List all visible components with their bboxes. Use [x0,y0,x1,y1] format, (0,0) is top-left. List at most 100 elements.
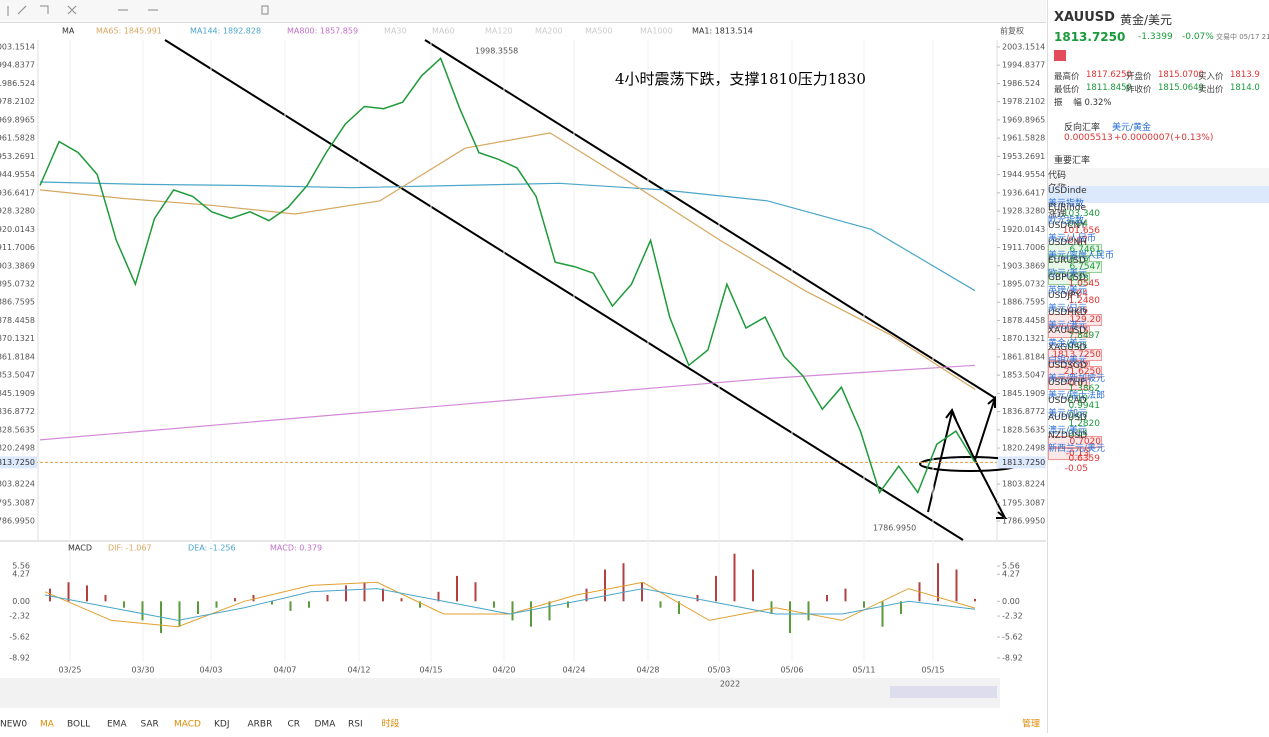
scrollbar[interactable] [0,678,1000,708]
indicator-tab[interactable]: MACD [174,720,201,730]
x-tick-label: 05/11 [852,666,875,675]
cell: 美元/日元 [1048,303,1088,314]
macd-bar [604,569,606,602]
macd-bar [86,585,88,602]
y-tick-label: 1969.8965 [1002,115,1045,124]
macd-bar [215,601,218,608]
macd-bar [900,601,902,615]
rate-row[interactable]: USDJPY 美元/日元 129.20 -0.15 [1048,291,1269,338]
cell: -0.01 [1048,378,1090,390]
cell: 美元/加元 [1048,408,1088,419]
macd-bar [974,598,976,602]
x-tick-label: 04/15 [419,666,442,675]
rate-row[interactable]: USDCNH 美元/离岸人民币 6.7547 0.23 [1048,238,1269,285]
rate-row[interactable]: USDinde 美元指数 103.340 0.04 [1048,185,1269,229]
macd-bar [123,601,125,608]
indicator-tab[interactable]: KDJ [214,720,230,730]
rate-row[interactable]: USDCHF 美元/瑞士法郎 0.9941 0.07 [1048,378,1269,421]
indicator-tab[interactable]: SAR [141,720,159,730]
macd-bar [49,588,51,602]
rate-row[interactable]: USDHKD 美元/港元 7.8497 0.01 [1048,308,1269,351]
rights-label[interactable]: 前复权 [1000,26,1024,36]
indicator-tab[interactable]: ARBR [248,720,273,730]
macd-bar [863,601,865,608]
stat: 最低价 [1054,85,1080,95]
dif-line [44,581,976,628]
channel-upper [424,39,996,399]
stat: 1814.0 [1230,83,1260,93]
y-tick-label: 1886.7595 [1002,298,1045,307]
stat: 1813.9 [1230,70,1260,80]
macd-tick-label: 0.00 [1002,597,1020,606]
cell: USDCAD [1048,395,1087,406]
cell: 1813.7250 [1048,348,1102,361]
legend-item: MA65: 1845.991 [96,27,162,36]
cell: 0.6359 [1068,453,1101,464]
change-pct: -0.07% [1182,32,1214,42]
header-cell: 涨跌 [1048,210,1067,220]
indicator-tab[interactable]: DMA [315,720,337,730]
y-tick-label: 1870.1321 [0,334,35,343]
y-tick-label: 1861.8184 [0,352,35,361]
low-label: 1786.9950 [873,524,916,533]
cell: 白银/美元 [1048,356,1088,366]
rate-row[interactable]: GBPUSD 英镑/美元 1.2480 -0.06 [1048,273,1269,316]
macd-legend: DIF: -1.067 [108,544,152,553]
rate-row[interactable]: XAGUSD 白银/美元 21.6250 -0.01 [1048,343,1269,390]
indicator-tab[interactable]: 时段 [382,718,400,730]
manage-link[interactable]: 管理 [1022,718,1040,730]
cell: -0.07 [1064,236,1088,246]
symbol: XAUUSD [1054,10,1115,25]
legend-item: MA60 [432,27,455,36]
indicator-tab[interactable]: NEW0 [0,720,27,730]
chart: 前复权 2003.1514 2003.1514 1994.8377 1994.8377… [0,5,1046,730]
cell: 0.04 [1067,218,1088,229]
indicator-tab[interactable]: BOLL [67,720,90,730]
x-tick-label: 05/06 [780,666,803,675]
y-tick-label: 1795.3087 [1002,498,1045,507]
cell: GBPUSD [1048,273,1086,283]
x-tick-label: 04/28 [636,666,659,675]
cell: 1.2820 [1068,418,1101,429]
macd-bar [252,594,255,602]
macd-bar [881,601,884,627]
x-tick-label: 03/25 [58,666,81,675]
y-tick-label: 1936.6417 [1002,188,1045,197]
indicator-tab[interactable]: MA [40,720,55,730]
rate-row[interactable]: USDSGD 美元/新加坡元 1.3862 0.10 [1048,361,1269,404]
cell: 0.10 [1067,393,1088,404]
y-tick-label: 1986.524 [1002,79,1040,88]
indicator-tab[interactable]: CR [288,720,301,730]
cell: 美元/港元 [1048,321,1088,331]
y-tick-label: 1920.0143 [1002,225,1045,234]
macd-bar [308,601,310,608]
rate-row[interactable]: AUDUSD 澳元/美元 0.7020 -0.13 [1048,413,1269,460]
stat: 卖出价 [1198,85,1224,95]
y-tick-label: 1978.2102 [1002,97,1045,106]
change: -1.3399 [1138,32,1173,42]
cell: XAUUSD [1048,325,1087,336]
y-tick-label: 1903.3869 [1002,261,1045,270]
y-tick-label: 1936.6417 [0,188,35,197]
reverse-price: 0.0005513 [1064,133,1113,143]
scroll-thumb[interactable] [890,686,997,698]
cell: 欧元指数 [1048,216,1085,226]
indicator-tab[interactable]: EMA [107,720,127,730]
macd-bar [67,582,70,602]
x-tick-label: 04/24 [562,666,585,675]
rate-row[interactable]: USDCAD 美元/加元 1.2820 0.14 [1048,395,1269,439]
rate-row[interactable]: EURUSD 欧元/美元 1.0545 -0.04 [1048,256,1269,299]
favorite [1054,50,1066,61]
rate-row[interactable]: NZDUSD 新西兰元/美元 0.6359 -0.05 [1048,431,1269,474]
rate-row[interactable]: EURinde 欧元指数 101.656 -0.07 [1048,203,1269,246]
ma144-line [39,181,976,292]
indicator-tab[interactable]: RSI [348,720,363,730]
macd-bar [456,575,458,602]
year-label: 2022 [720,680,740,689]
macd-bar [789,601,791,634]
y-tick-label: 1895.0732 [0,280,35,289]
header-cell: 代码 [1048,171,1067,181]
legend-item: MA200 [535,27,563,36]
